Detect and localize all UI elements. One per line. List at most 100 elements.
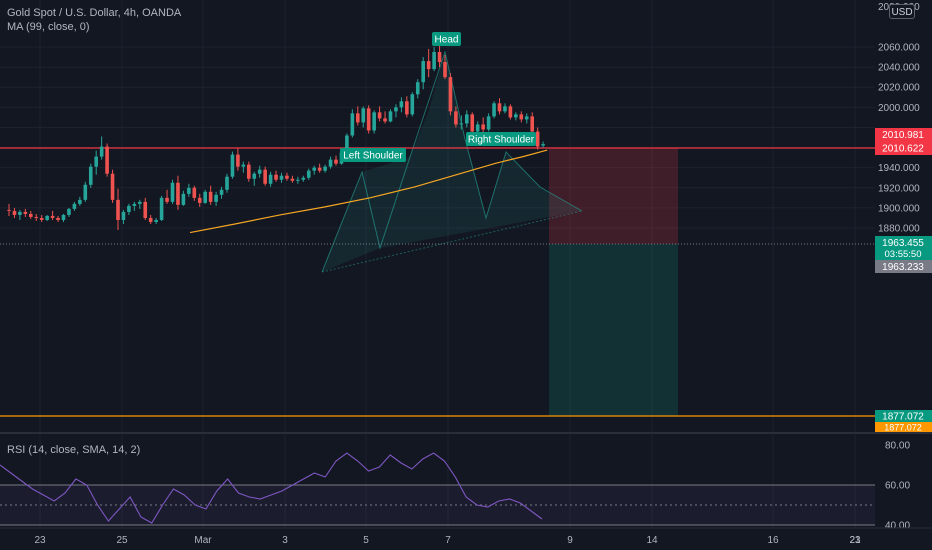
candle-body — [197, 197, 202, 203]
candle-body — [208, 191, 213, 202]
candle-body — [192, 187, 197, 198]
candle-body — [328, 159, 333, 167]
candle-body — [356, 113, 360, 123]
right-shoulder-label[interactable]: Right Shoulder — [466, 132, 536, 146]
candle-body — [110, 173, 115, 200]
candle-body — [285, 175, 289, 179]
candle-body — [50, 215, 55, 218]
candle-body — [415, 82, 420, 95]
candle-body — [530, 116, 534, 132]
time-tick-label: Mar — [194, 535, 212, 546]
price-tick-label: 1900.000 — [878, 203, 920, 214]
candle-body — [214, 194, 218, 202]
head-shoulders-pattern-outline[interactable] — [321, 50, 583, 273]
candle-body — [421, 61, 425, 83]
price-tick-label: 2020.000 — [878, 83, 920, 94]
candle-body — [508, 106, 513, 118]
candle-body — [187, 187, 191, 194]
candle-body — [426, 61, 431, 70]
symbol-title[interactable]: Gold Spot / U.S. Dollar, 4h, OANDA — [7, 7, 182, 19]
right-shoulder-label-text: Right Shoulder — [468, 135, 535, 146]
candle-body — [301, 177, 306, 180]
head-shoulders-pattern-fill — [322, 52, 582, 272]
price-axis[interactable] — [875, 0, 932, 432]
candle-body — [459, 123, 464, 125]
candle-body — [492, 103, 496, 117]
time-tick-label: 23 — [34, 535, 46, 546]
stop-loss-zone[interactable] — [549, 148, 678, 244]
neckline[interactable] — [321, 210, 583, 273]
price-tick-label: 1940.000 — [878, 163, 920, 174]
candle-body — [203, 191, 207, 203]
candle-body — [535, 131, 540, 147]
candle-body — [361, 108, 366, 123]
target-upper-price: 1877.072 — [882, 412, 924, 423]
candle-body — [83, 184, 88, 200]
candles-group[interactable] — [7, 44, 545, 231]
candle-body — [274, 174, 278, 180]
price-tick-label: 2060.000 — [878, 43, 920, 54]
candle-body — [405, 101, 409, 115]
candle-body — [279, 175, 284, 180]
candle-body — [127, 205, 131, 212]
price-tick-label: 1880.000 — [878, 224, 920, 235]
candle-body — [116, 199, 120, 220]
left-shoulder-label[interactable]: Left Shoulder — [340, 148, 406, 162]
bar-countdown: 03:55:50 — [885, 249, 922, 260]
candle-body — [503, 106, 507, 112]
last-price-value: 1963.455 — [882, 238, 924, 249]
candle-body — [263, 169, 267, 184]
candle-body — [181, 193, 186, 205]
head-label-text: Head — [435, 35, 459, 46]
time-tick-label: 25 — [116, 535, 128, 546]
candle-body — [29, 213, 33, 217]
candle-body — [159, 197, 164, 220]
last-price-labels: 1963.455 03:55:50 1963.233 — [875, 236, 932, 273]
rsi-line[interactable] — [0, 452, 543, 524]
candle-body — [12, 210, 17, 215]
candle-body — [88, 166, 93, 185]
candle-body — [366, 108, 371, 131]
candle-body — [105, 146, 109, 174]
candle-body — [67, 208, 71, 215]
candle-body — [317, 167, 322, 171]
rsi-tick-label: 60.00 — [885, 481, 910, 492]
candle-body — [448, 77, 453, 112]
candle-body — [290, 178, 295, 181]
candle-body — [306, 170, 311, 178]
rsi-legend[interactable]: RSI (14, close, SMA, 14, 2) — [7, 444, 141, 456]
target-lower-price: 1877.072 — [884, 423, 922, 433]
candle-body — [252, 173, 257, 179]
candle-body — [443, 62, 447, 78]
candle-body — [465, 114, 469, 124]
candle-body — [486, 116, 491, 130]
candle-body — [165, 197, 169, 202]
candle-body — [475, 124, 480, 132]
entry-lower-price: 2010.622 — [882, 144, 924, 155]
currency-button[interactable]: USD — [889, 4, 915, 19]
rsi-tick-label: 80.00 — [885, 441, 910, 452]
target-price-labels: 1877.072 1877.072 — [875, 410, 932, 433]
candle-body — [323, 166, 327, 171]
candle-body — [138, 201, 142, 204]
time-tick-label: 7 — [445, 535, 451, 546]
candle-body — [225, 176, 229, 190]
rsi-axis-ticks: 80.00 60.00 40.00 — [885, 441, 910, 532]
candle-body — [230, 154, 235, 177]
candle-body — [7, 209, 11, 211]
head-label[interactable]: Head — [432, 32, 461, 46]
candle-body — [383, 118, 387, 122]
time-tick-label: 9 — [567, 535, 573, 546]
candle-body — [350, 113, 355, 136]
candle-body — [394, 107, 398, 112]
ma-legend[interactable]: MA (99, close, 0) — [7, 21, 90, 33]
candle-body — [377, 112, 382, 119]
ma-99-line[interactable] — [189, 149, 548, 234]
candle-body — [148, 217, 153, 222]
left-shoulder-label-text: Left Shoulder — [343, 151, 403, 162]
candle-body — [519, 114, 524, 120]
take-profit-zone[interactable] — [549, 244, 678, 416]
